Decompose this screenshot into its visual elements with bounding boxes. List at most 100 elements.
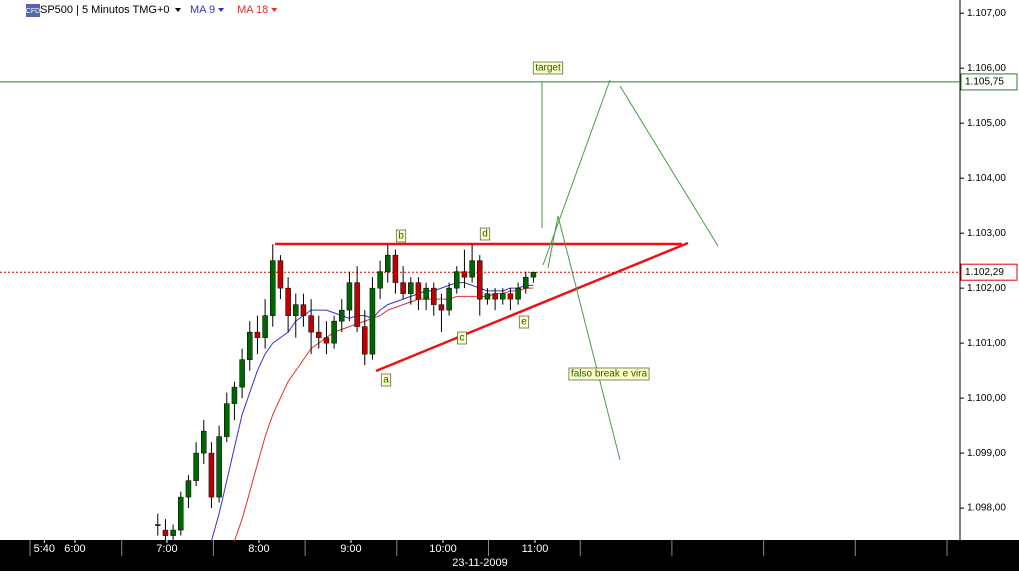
legend-dropdown[interactable] [271, 8, 278, 12]
legend-dropdown[interactable] [218, 8, 225, 12]
candle-body [277, 260, 284, 289]
candle-body [201, 430, 207, 454]
candle-body [530, 271, 537, 278]
annotation-box [568, 367, 650, 381]
dropdown-arrow[interactable] [175, 8, 181, 12]
candle-body [208, 452, 215, 498]
candle-body [216, 436, 222, 498]
candle-body [285, 287, 291, 316]
candle-body [507, 293, 514, 300]
candle-body [193, 452, 199, 481]
x-tick-label: 7:00 [156, 543, 177, 555]
y-tick-label: 1.101,00 [967, 338, 1006, 349]
candle-body [438, 304, 445, 311]
candle-body [500, 293, 506, 300]
legend-entry[interactable]: MA 9 [190, 4, 215, 16]
candle-body [492, 293, 498, 300]
y-tick-label: 1.098,00 [967, 503, 1006, 514]
legend-entry[interactable]: MA 18 [237, 4, 268, 16]
annotation-label: c [460, 333, 465, 344]
candle-body [431, 287, 437, 305]
symbol-icon [26, 4, 40, 17]
y-tick-label: 1.105,00 [967, 118, 1006, 129]
price-label: 1.102,29 [965, 267, 1004, 278]
support-line [375, 241, 689, 373]
candle-body [346, 282, 353, 311]
candle-body [308, 315, 314, 333]
candle-body [515, 287, 521, 300]
annotation-box [532, 61, 564, 75]
y-tick-label: 1.100,00 [967, 393, 1006, 404]
y-tick-label: 1.103,00 [967, 228, 1006, 239]
candle-body [339, 309, 345, 322]
y-tick-label: 1.106,00 [967, 63, 1006, 74]
x-tick-label: 8:00 [248, 543, 269, 555]
x-tick-label: 9:00 [340, 543, 361, 555]
y-tick-label: 1.102,00 [967, 283, 1006, 294]
annotation-label: target [535, 63, 561, 74]
date-strip [0, 556, 1019, 571]
projection-line [547, 215, 559, 269]
candle-body [392, 254, 399, 283]
candle-body [423, 287, 429, 300]
candle-body [170, 529, 176, 536]
annotation-box [457, 331, 467, 345]
annotation-box [380, 373, 392, 387]
price-label-box [960, 263, 1018, 281]
candle-body [523, 276, 529, 289]
x-tick-label: 10:00 [429, 543, 457, 555]
projection-line [619, 85, 719, 247]
y-tick-label: 1.104,00 [967, 173, 1006, 184]
candle-body [254, 331, 261, 338]
candle-body [270, 260, 276, 316]
candle-body [354, 282, 360, 327]
candle-body [293, 304, 299, 316]
y-tick-label: 1.099,00 [967, 448, 1006, 459]
candle-body [369, 287, 376, 355]
annotation-label: a [383, 375, 389, 386]
candle-body [385, 254, 391, 272]
annotation-label: e [521, 317, 527, 328]
annotation-box [479, 227, 491, 241]
time-axis [0, 540, 960, 556]
price-label: 1.105,75 [965, 77, 1004, 88]
candle-body [185, 480, 192, 498]
annotation-box [395, 229, 407, 243]
chart-title[interactable]: SP500 | 5 Minutos TMG+0 [40, 4, 170, 16]
candle-body [239, 359, 245, 388]
x-tick-label: 6:00 [64, 543, 85, 555]
price-axis [960, 0, 1019, 571]
corner [960, 540, 1019, 556]
x-tick-label: 11:00 [522, 543, 549, 555]
candle-body [454, 271, 460, 289]
candle-body [300, 304, 307, 316]
candle-body [262, 315, 268, 338]
candle-body [178, 496, 184, 531]
x-tick-label: 5:40 [34, 543, 55, 555]
candle-body [162, 529, 169, 536]
candle-body [377, 271, 383, 289]
date-label: 23-11-2009 [452, 557, 507, 569]
candle-body [484, 293, 491, 300]
candle-body [323, 337, 330, 344]
candle-body [415, 282, 422, 300]
candle-body [247, 331, 253, 360]
y-tick-label: 1.107,00 [967, 8, 1006, 19]
candle-body [316, 331, 322, 338]
annotation-box [518, 315, 530, 329]
candle-body [362, 326, 368, 355]
candle-body [469, 260, 475, 278]
moving-average [233, 287, 534, 542]
price-label-box [960, 73, 1018, 91]
icon-text: CFD [26, 8, 40, 15]
candle-body [446, 287, 452, 311]
candle-body [400, 282, 406, 294]
candle-body [331, 320, 337, 344]
candle-body [461, 271, 468, 278]
annotation-label: d [482, 229, 488, 240]
candle-body [155, 524, 161, 526]
projection-line [557, 215, 621, 461]
annotation-label: falso break e vira [571, 369, 648, 380]
candle-body [231, 386, 238, 404]
